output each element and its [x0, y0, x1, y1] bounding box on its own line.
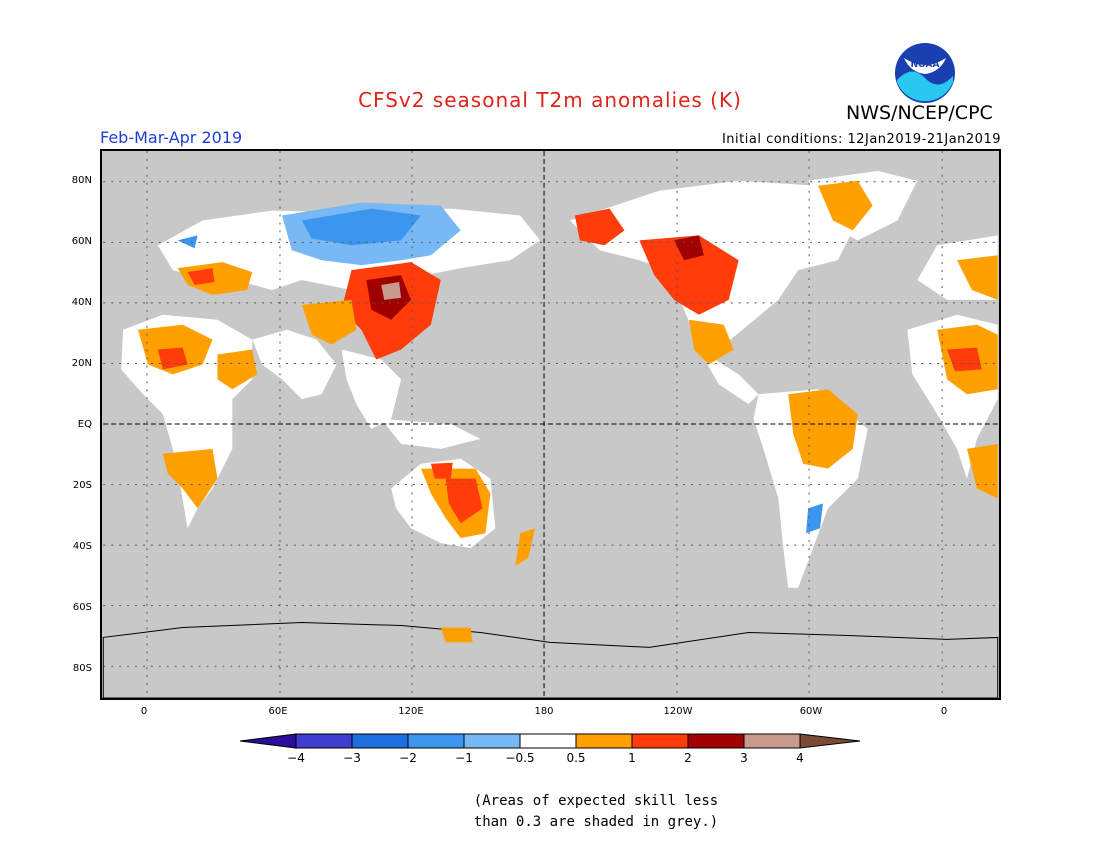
colorbar-label: −2 — [399, 751, 417, 765]
anomaly-map — [100, 149, 1001, 700]
lat-label: 80S — [72, 663, 92, 674]
colorbar-label: 0.5 — [566, 751, 586, 765]
lon-label: 180 — [534, 706, 554, 717]
footnote-line: (Areas of expected skill less — [473, 793, 719, 809]
lat-label: 20N — [71, 358, 92, 369]
lat-label: 80N — [71, 175, 92, 186]
skill-footnote: (Areas of expected skill less than 0.3 a… — [0, 791, 1100, 833]
lat-label: 60N — [71, 236, 92, 247]
colorbar-label: −4 — [287, 751, 305, 765]
anomaly-shading — [138, 180, 998, 643]
logo-text: NOAA — [911, 60, 940, 70]
forecast-period: Feb-Mar-Apr 2019 — [100, 128, 243, 147]
equator-dateline — [103, 151, 998, 698]
lon-label: 60E — [268, 706, 288, 717]
agency-label: NWS/NCEP/CPC — [846, 102, 993, 124]
lon-label: 0 — [140, 706, 148, 717]
lon-label: 120W — [663, 706, 693, 717]
lon-label: 60W — [799, 706, 823, 717]
lat-label: 60S — [72, 602, 92, 613]
footnote-line: than 0.3 are shaded in grey.) — [473, 814, 719, 830]
lat-label: 20S — [72, 480, 92, 491]
lat-label: 40S — [72, 541, 92, 552]
lon-label: 120E — [398, 706, 424, 717]
colorbar-label: 1 — [628, 751, 636, 765]
colorbar-label: 2 — [684, 751, 692, 765]
noaa-logo: NOAA — [895, 43, 955, 103]
colorbar-label: −3 — [343, 751, 361, 765]
colorbar — [239, 733, 861, 749]
colorbar-label: −0.5 — [505, 751, 535, 765]
map-title: CFSv2 seasonal T2m anomalies (K) — [358, 88, 742, 112]
colorbar-label: 4 — [796, 751, 804, 765]
lon-label: 0 — [940, 706, 948, 717]
colorbar-label: 3 — [740, 751, 748, 765]
initial-conditions: Initial conditions: 12Jan2019-21Jan2019 — [721, 132, 1001, 147]
colorbar-label: −1 — [455, 751, 473, 765]
lat-label: EQ — [77, 419, 92, 430]
lat-label: 40N — [71, 297, 92, 308]
